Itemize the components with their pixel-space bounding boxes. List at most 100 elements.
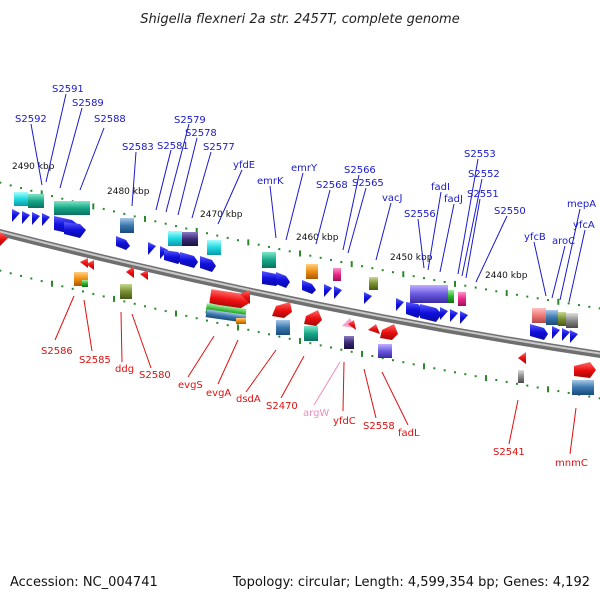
- gene-S2558[interactable]: [368, 324, 380, 334]
- scale-label-2450: 2450 kbp: [390, 253, 433, 263]
- label-S2592[interactable]: S2592: [15, 114, 47, 125]
- label-S2581[interactable]: S2581: [157, 141, 189, 152]
- label-yfdE[interactable]: yfdE: [233, 160, 255, 171]
- label-S2578[interactable]: S2578: [185, 128, 217, 139]
- map-title: Shigella flexneri 2a str. 2457T, complet…: [140, 12, 459, 27]
- scale-label-2490: 2490 kbp: [12, 162, 55, 172]
- gene-evgA-c[interactable]: [236, 318, 246, 324]
- label-S2591[interactable]: S2591: [52, 84, 84, 95]
- label-aroC[interactable]: aroC: [552, 236, 575, 247]
- label-evgA[interactable]: evgA: [206, 388, 231, 399]
- gene-S2579[interactable]: [168, 231, 182, 246]
- gene-S2553[interactable]: [458, 292, 466, 306]
- gene-evgS-tip[interactable]: [240, 290, 250, 304]
- label-S2589[interactable]: S2589: [72, 98, 104, 109]
- gene-emrK[interactable]: [262, 252, 276, 268]
- label-S2585[interactable]: S2585: [79, 355, 111, 366]
- gene-S2592[interactable]: [14, 192, 28, 206]
- label-emrY[interactable]: emrY: [291, 163, 318, 174]
- gene-mepA[interactable]: [558, 312, 566, 326]
- gene-yfcA[interactable]: [566, 313, 578, 328]
- scale-tick-1: [0, 181, 2, 184]
- label-yfcA[interactable]: yfcA: [573, 220, 595, 231]
- label-ddg[interactable]: ddg: [115, 364, 134, 375]
- gene-dsdA-block[interactable]: [276, 320, 290, 335]
- inner-tick-3: [20, 274, 22, 277]
- gene-fadI[interactable]: [410, 285, 448, 303]
- gene-yfdC-tip[interactable]: [348, 320, 356, 330]
- scale-tick-17: [164, 222, 167, 225]
- gene-S2577[interactable]: [207, 240, 221, 255]
- gene-S2583[interactable]: [120, 218, 134, 233]
- inner-tick-36: [361, 350, 363, 357]
- gene-S2578[interactable]: [182, 232, 198, 246]
- label-fadJ[interactable]: fadJ: [444, 194, 463, 205]
- gene-yfcB[interactable]: [532, 308, 546, 323]
- inner-tick-54: [547, 386, 549, 393]
- gene-fadL-block[interactable]: [378, 344, 392, 358]
- label-S2577[interactable]: S2577: [203, 142, 235, 153]
- scale-tick-15: [144, 215, 146, 222]
- label-yfcB[interactable]: yfcB: [524, 232, 546, 243]
- scale-tick-33: [330, 258, 332, 261]
- gene-mnmC-block[interactable]: [572, 380, 594, 395]
- label-S2556[interactable]: S2556: [404, 209, 436, 220]
- label-S2551[interactable]: S2551: [467, 189, 499, 200]
- label-S2550[interactable]: S2550: [494, 206, 526, 217]
- gene-dsdA[interactable]: [272, 302, 292, 318]
- label-S2553[interactable]: S2553: [464, 149, 496, 160]
- label-argW[interactable]: argW: [303, 408, 329, 419]
- label-S2552[interactable]: S2552: [468, 169, 500, 180]
- label-S2568[interactable]: S2568: [316, 180, 348, 191]
- label-yfdC[interactable]: yfdC: [333, 416, 356, 427]
- label-emrK[interactable]: emrK: [257, 176, 284, 187]
- label-fadI[interactable]: fadI: [431, 182, 450, 193]
- label-S2541[interactable]: S2541: [493, 447, 525, 458]
- label-mnmC[interactable]: mnmC: [555, 458, 588, 469]
- label-S2565[interactable]: S2565: [352, 178, 384, 189]
- gene-vacJ[interactable]: [369, 277, 378, 290]
- gene-fadJ[interactable]: [448, 290, 454, 303]
- label-mepA[interactable]: mepA: [567, 199, 596, 210]
- gene-S2541[interactable]: [518, 352, 526, 364]
- label-evgS[interactable]: evgS: [178, 380, 203, 391]
- gene-S2580[interactable]: [140, 270, 148, 280]
- gene-aroC[interactable]: [546, 310, 558, 325]
- gene-S2591[interactable]: [28, 194, 44, 208]
- inner-tick-53: [536, 386, 539, 389]
- label-S2580[interactable]: S2580: [139, 370, 171, 381]
- gene-S2586[interactable]: [80, 258, 88, 268]
- gene-S2566[interactable]: [333, 268, 341, 281]
- label-dsdA[interactable]: dsdA: [236, 394, 261, 405]
- gene-S2541-block[interactable]: [518, 370, 524, 383]
- label-S2470[interactable]: S2470: [266, 401, 298, 412]
- gene-S2585b[interactable]: [82, 280, 88, 287]
- label-S2586[interactable]: S2586: [41, 346, 73, 357]
- inner-tick-41: [412, 363, 415, 366]
- label-vacJ[interactable]: vacJ: [382, 193, 403, 204]
- gene-S2588[interactable]: [54, 201, 90, 215]
- gene-edge-left[interactable]: [0, 232, 8, 246]
- inner-tick-58: [588, 395, 591, 398]
- gene-yfdC[interactable]: [344, 336, 354, 349]
- label-S2579[interactable]: S2579: [174, 115, 206, 126]
- scale-tick-7: [61, 197, 64, 200]
- inner-tick-16: [154, 307, 157, 310]
- gene-mnmC[interactable]: [574, 362, 596, 378]
- argW-leader: [313, 361, 341, 406]
- label-S2566[interactable]: S2566: [344, 165, 376, 176]
- gene-fadL[interactable]: [380, 324, 398, 340]
- label-S2583[interactable]: S2583: [122, 142, 154, 153]
- label-S2588[interactable]: S2588: [94, 114, 126, 125]
- gene-ddg-block[interactable]: [120, 284, 132, 299]
- gene-ddg[interactable]: [126, 266, 134, 278]
- label-fadL[interactable]: fadL: [398, 428, 420, 439]
- gene-S2470-block[interactable]: [304, 326, 318, 341]
- gene-S2586b[interactable]: [86, 260, 94, 270]
- gene-S2568[interactable]: [306, 264, 318, 279]
- gene-S2470[interactable]: [304, 310, 322, 326]
- scale-tick-53: [536, 297, 539, 300]
- gene-evgS[interactable]: [209, 289, 251, 310]
- label-S2558[interactable]: S2558: [363, 421, 395, 432]
- scale-tick-51: [516, 293, 518, 296]
